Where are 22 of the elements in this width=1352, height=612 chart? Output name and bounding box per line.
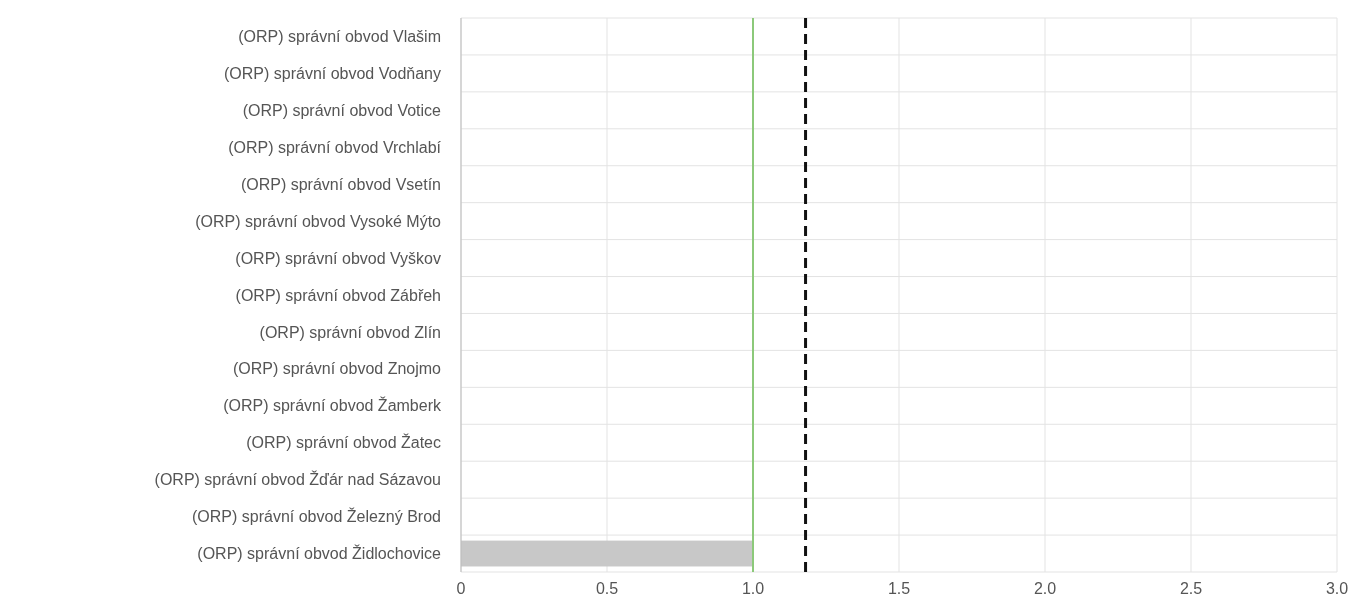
y-tick-label: (ORP) správní obvod Zábřeh bbox=[235, 286, 441, 304]
x-tick-label: 2.0 bbox=[1033, 580, 1057, 597]
x-tick-label: 2.5 bbox=[1179, 580, 1203, 597]
y-tick-label: (ORP) správní obvod Židlochovice bbox=[197, 544, 442, 563]
y-tick-label: (ORP) správní obvod Vysoké Mýto bbox=[195, 212, 442, 230]
y-tick-label: (ORP) správní obvod Vlašim bbox=[238, 28, 441, 46]
x-tick-label: 0 bbox=[456, 580, 466, 597]
y-tick-label: (ORP) správní obvod Votice bbox=[242, 101, 442, 119]
y-tick-label: (ORP) správní obvod Zlín bbox=[259, 323, 441, 341]
y-tick-label: (ORP) správní obvod Vodňany bbox=[223, 65, 441, 82]
y-tick-label: (ORP) správní obvod Vyškov bbox=[235, 249, 441, 267]
y-tick-label: (ORP) správní obvod Žamberk bbox=[223, 396, 442, 415]
y-tick-label: (ORP) správní obvod Žatec bbox=[246, 433, 441, 452]
y-tick-label: (ORP) správní obvod Žďár nad Sázavou bbox=[154, 470, 441, 489]
y-tick-label: (ORP) správní obvod Znojmo bbox=[232, 360, 442, 378]
x-tick-label: 1.0 bbox=[741, 580, 765, 597]
x-tick-label: 0.5 bbox=[595, 580, 619, 597]
x-tick-label: 3.0 bbox=[1325, 580, 1349, 597]
y-tick-label: (ORP) správní obvod Železný Brod bbox=[192, 507, 441, 526]
x-tick-label: 1.5 bbox=[887, 580, 911, 597]
y-tick-label: (ORP) správní obvod Vrchlabí bbox=[228, 138, 442, 156]
y-tick-label: (ORP) správní obvod Vsetín bbox=[240, 175, 441, 193]
